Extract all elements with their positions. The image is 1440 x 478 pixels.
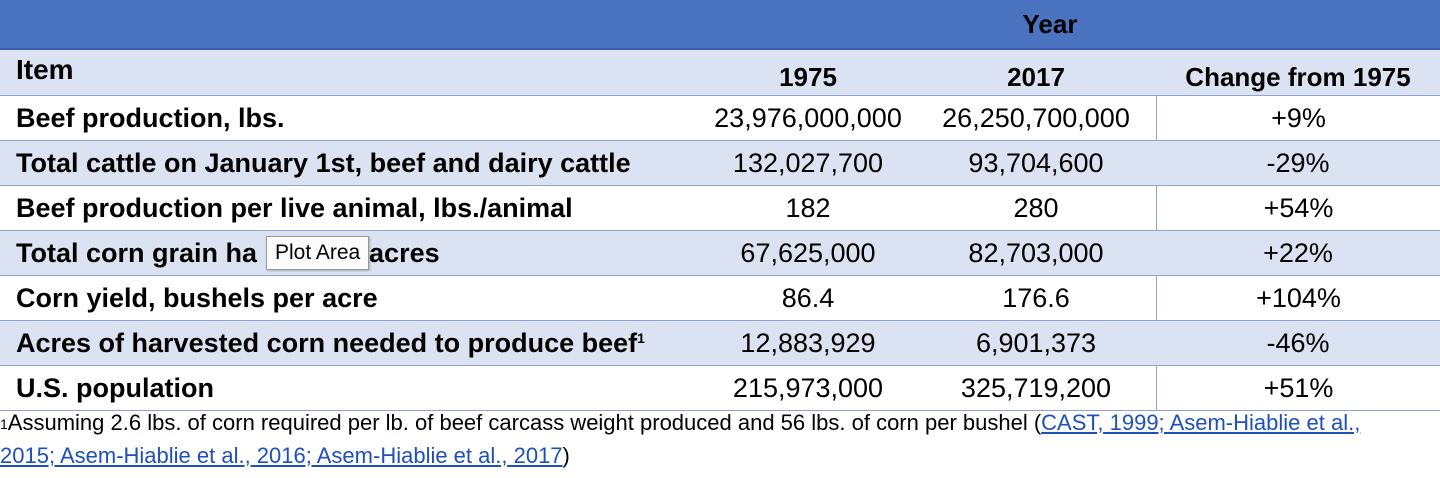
table-row: Total cattle on January 1st, beef and da… [0, 141, 1440, 186]
table-row: Beef production, lbs. 23,976,000,000 26,… [0, 96, 1440, 141]
year-header-spacer [0, 0, 700, 48]
row-change: -46% [1266, 327, 1330, 358]
header-change: Change from 1975 [1185, 62, 1411, 92]
row-1975: 215,973,000 [732, 372, 884, 403]
header-1975: 1975 [779, 62, 837, 92]
item-header: Item [16, 54, 74, 85]
row-1975: 182 [785, 192, 831, 223]
year-header-row: Year [0, 0, 1440, 50]
row-item: Beef production, lbs. [16, 102, 285, 133]
data-table: Year Item 1975 2017 Change from 1975 Bee… [0, 0, 1440, 411]
row-1975: 23,976,000,000 [714, 102, 902, 133]
row-item: Acres of harvested corn needed to produc… [0, 328, 700, 359]
row-change: +9% [1156, 96, 1440, 140]
row-1975: 12,883,929 [740, 327, 876, 358]
header-2017: 2017 [1007, 62, 1065, 92]
table-row: U.S. population 215,973,000 325,719,200 … [0, 366, 1440, 411]
row-2017: 93,704,600 [968, 147, 1104, 178]
row-change: -29% [1266, 147, 1330, 178]
row-2017: 176.6 [1002, 282, 1070, 313]
row-item-part2: acres [369, 237, 440, 268]
footnote-text: Assuming 2.6 lbs. of corn required per l… [7, 410, 1042, 435]
row-change: +51% [1156, 366, 1440, 410]
row-2017: 280 [1013, 192, 1059, 223]
row-item: Corn yield, bushels per acre [16, 282, 378, 313]
footnote-sup: 1 [0, 416, 8, 432]
row-1975: 67,625,000 [740, 237, 876, 268]
row-item: Beef production per live animal, lbs./an… [16, 192, 573, 223]
row-item: Total cattle on January 1st, beef and da… [16, 147, 631, 178]
row-2017: 325,719,200 [960, 372, 1112, 403]
row-2017: 6,901,373 [975, 327, 1097, 358]
year-header: Year [1022, 9, 1078, 39]
row-change: +22% [1263, 237, 1333, 268]
row-1975: 132,027,700 [732, 147, 884, 178]
footnote-close: ) [562, 443, 570, 468]
row-2017: 26,250,700,000 [942, 102, 1130, 133]
row-1975: 86.4 [781, 282, 835, 313]
footnote: 1Assuming 2.6 lbs. of corn required per … [0, 406, 1420, 472]
row-change: +54% [1156, 186, 1440, 230]
row-item: Total corn grain ha acres [0, 238, 700, 269]
row-item: U.S. population [16, 372, 214, 403]
table-row: Beef production per live animal, lbs./an… [0, 186, 1440, 231]
row-2017: 82,703,000 [968, 237, 1104, 268]
row-change: +104% [1156, 276, 1440, 320]
footnote-citation-link[interactable]: CAST, 1999; Asem-Hiablie et al., 2015; A… [0, 410, 1361, 468]
column-header-row: Item 1975 2017 Change from 1975 [0, 50, 1440, 96]
table-row: Acres of harvested corn needed to produc… [0, 321, 1440, 366]
plot-area-tooltip: Plot Area [266, 236, 370, 270]
table-row: Corn yield, bushels per acre 86.4 176.6 … [0, 276, 1440, 321]
row-item-part1: Total corn grain ha [16, 237, 258, 268]
row-item-sup: 1 [637, 329, 645, 346]
table-row: Total corn grain ha acres 67,625,000 82,7… [0, 231, 1440, 276]
row-item-text: Acres of harvested corn needed to produc… [16, 327, 638, 358]
